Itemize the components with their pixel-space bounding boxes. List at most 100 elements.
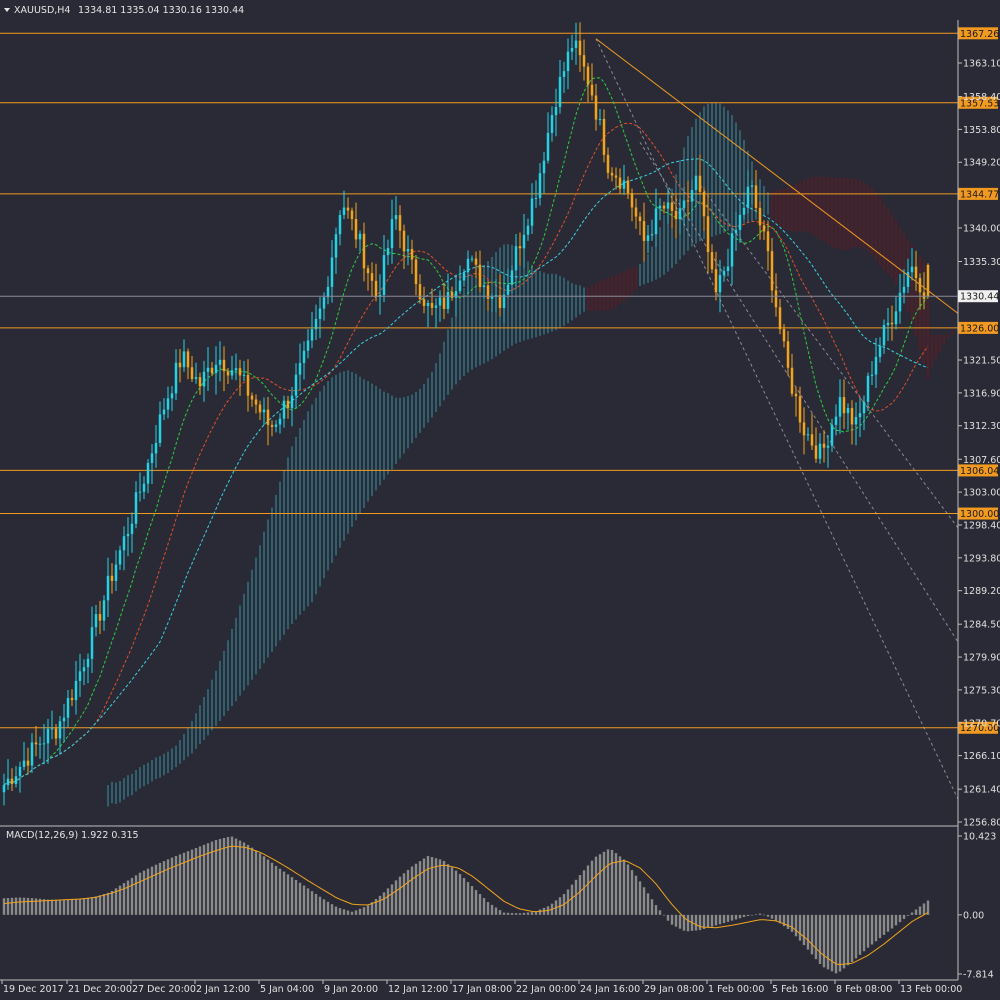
macd-bar	[782, 914, 786, 927]
candle-body	[70, 698, 74, 701]
macd-bar	[698, 914, 702, 931]
candle	[718, 259, 722, 313]
candle	[26, 747, 30, 774]
price-tick-label: 1279.90	[963, 653, 1000, 664]
level-price-box	[958, 507, 998, 520]
level-price-box	[958, 96, 998, 109]
candle	[686, 180, 690, 218]
candle	[786, 331, 790, 376]
macd-bar	[334, 906, 338, 915]
candle-body	[442, 297, 446, 309]
macd-bar	[154, 864, 158, 915]
macd-bar	[338, 908, 342, 915]
candle	[842, 379, 846, 429]
candle-body	[806, 434, 810, 436]
candle-body	[894, 311, 898, 325]
macd-bar	[34, 898, 38, 915]
symbol-header[interactable]: XAUUSD,H4 1334.81 1335.04 1330.16 1330.4…	[4, 5, 244, 16]
macd-bar	[250, 847, 254, 915]
macd-pane[interactable]: 10.423 0.00 -7.814	[2, 832, 996, 981]
candle-body	[322, 297, 326, 309]
macd-bar	[30, 898, 34, 915]
candle-body	[234, 368, 238, 371]
candle-body	[922, 292, 926, 299]
candle-body	[614, 175, 618, 178]
macd-bar	[278, 868, 282, 915]
candle-body	[42, 743, 46, 745]
candle-body	[682, 200, 686, 209]
candle-body	[402, 230, 406, 252]
candle-body	[354, 218, 358, 240]
candle	[770, 237, 774, 303]
candle-body	[654, 208, 658, 235]
candle-body	[802, 422, 806, 436]
macd-tick-label: 10.423	[963, 832, 996, 843]
candle-body	[290, 395, 294, 409]
macd-bar	[434, 858, 438, 915]
macd-bar	[598, 854, 602, 915]
candle-body	[774, 290, 778, 308]
candle	[766, 220, 770, 271]
candle	[502, 275, 506, 324]
macd-bar	[2, 898, 6, 915]
candle	[854, 402, 858, 446]
candle-body	[890, 322, 894, 325]
time-tick-label: 21 Dec 20:00	[68, 984, 132, 995]
macd-bar	[614, 853, 618, 915]
candle	[778, 298, 782, 335]
candle-body	[758, 207, 762, 226]
descending-trend-line[interactable]	[595, 38, 959, 314]
time-tick-label: 13 Feb 00:00	[900, 984, 962, 995]
candle	[566, 38, 570, 90]
candle	[34, 726, 38, 757]
candle	[642, 202, 646, 262]
candle	[534, 180, 538, 208]
candle	[894, 295, 898, 330]
candle	[474, 251, 478, 279]
macd-bar	[798, 914, 802, 941]
candle-body	[254, 399, 258, 405]
candle-body	[66, 698, 70, 718]
candle-body	[362, 233, 366, 269]
macd-bar	[446, 864, 450, 915]
candle-body	[606, 154, 610, 173]
macd-bar	[198, 846, 202, 915]
candle	[2, 773, 6, 806]
triangle-down-icon[interactable]	[4, 8, 10, 12]
candle	[658, 198, 662, 221]
candle	[910, 248, 914, 281]
macd-bar	[86, 897, 90, 915]
time-tick-label: 8 Feb 08:00	[836, 984, 892, 995]
candle	[266, 396, 270, 446]
macd-bar	[526, 912, 530, 915]
candle	[774, 273, 778, 317]
macd-bar	[402, 873, 406, 915]
current-price-marker: 1330.44	[0, 290, 999, 303]
macd-bar	[70, 899, 74, 915]
candle	[98, 600, 102, 634]
macd-bar	[138, 872, 142, 915]
macd-bar	[582, 870, 586, 915]
price-tick-label: 1298.40	[963, 520, 1000, 531]
channel-line-mid	[639, 141, 959, 643]
candle-body	[446, 291, 450, 309]
candle-body	[438, 297, 442, 306]
horizontal-levels[interactable]: 1367.26 1357.53 1344.77 1326.00 1306.04 1300.…	[0, 27, 999, 734]
candle-body	[882, 325, 886, 346]
candle-body	[650, 234, 654, 236]
candle-body	[46, 728, 50, 744]
candle-body	[746, 186, 750, 208]
candle-body	[218, 359, 222, 365]
level-price-label: 1357.53	[960, 98, 999, 109]
candle	[750, 180, 754, 205]
trend-line[interactable]	[595, 38, 959, 314]
candle	[626, 176, 630, 200]
candle	[806, 427, 810, 441]
candle-body	[210, 367, 214, 374]
macd-bar	[862, 914, 866, 952]
candle-body	[298, 362, 302, 375]
candle	[790, 353, 794, 397]
candle	[794, 386, 798, 417]
main-price-pane[interactable]: 1367.26 1357.53 1344.77 1326.00 1306.04 1300.…	[0, 22, 999, 807]
